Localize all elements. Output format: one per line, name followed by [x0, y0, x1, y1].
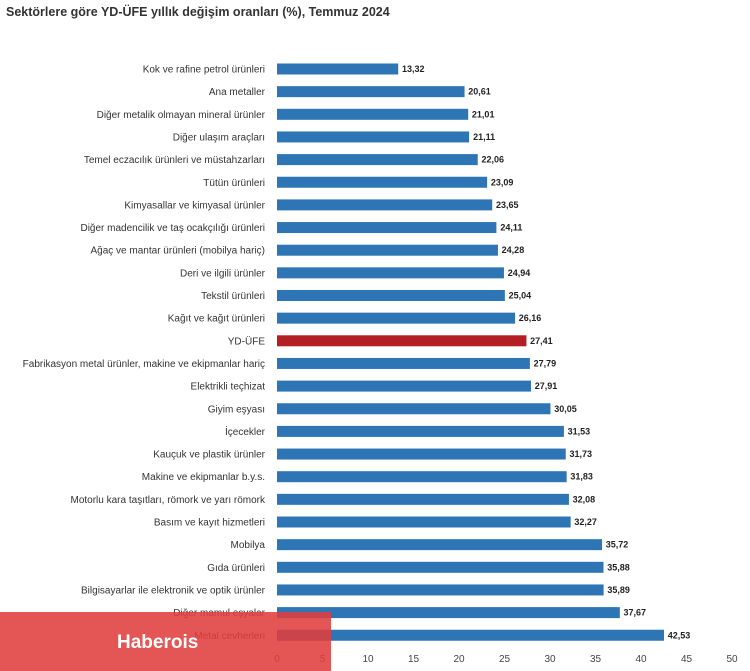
x-tick-label: 20: [453, 654, 465, 665]
bar: [277, 380, 531, 392]
bar: [277, 471, 567, 483]
bar: [277, 222, 497, 234]
value-label: 32,08: [573, 494, 596, 504]
bar-highlight: [277, 335, 527, 347]
bar: [277, 108, 469, 120]
watermark-text: Haberois: [117, 631, 199, 653]
value-label: 35,72: [606, 540, 629, 550]
x-tick-label: 50: [726, 654, 738, 665]
value-label: 24,28: [502, 245, 525, 255]
bar: [277, 357, 530, 369]
x-tick-label: 40: [635, 654, 647, 665]
value-label: 23,09: [491, 177, 514, 187]
bar: [277, 607, 620, 619]
chart-title: Sektörlere göre YD-ÜFE yıllık değişim or…: [6, 5, 390, 19]
bar: [277, 403, 551, 415]
value-label: 22,06: [481, 155, 504, 165]
value-label: 31,83: [570, 472, 593, 482]
bar: [277, 539, 603, 551]
category-label: Kok ve rafine petrol ürünleri: [143, 65, 265, 76]
value-label: 13,32: [402, 64, 425, 74]
value-label: 25,04: [509, 291, 532, 301]
value-label: 27,91: [535, 381, 558, 391]
bar: [277, 516, 571, 528]
x-tick-label: 45: [681, 654, 693, 665]
bar: [277, 86, 465, 98]
category-label: Motorlu kara taşıtları, römork ve yarı r…: [71, 495, 266, 506]
value-label: 42,53: [668, 630, 691, 640]
value-label: 35,88: [607, 562, 630, 572]
bar: [277, 561, 604, 573]
bar: [277, 63, 399, 75]
category-label: Fabrikasyon metal ürünler, makine ve eki…: [23, 359, 265, 370]
category-label: Diğer ulaşım araçları: [173, 132, 265, 143]
value-label: 26,16: [519, 313, 542, 323]
category-label: Deri ve ilgili ürünler: [180, 268, 266, 279]
value-label: 27,79: [534, 358, 557, 368]
category-label: Mobilya: [231, 540, 266, 551]
category-label: Gıda ürünleri: [207, 563, 265, 574]
bar: [277, 267, 504, 279]
category-label: Basım ve kayıt hizmetleri: [154, 518, 265, 529]
bar: [277, 154, 478, 166]
bar: [277, 290, 505, 301]
bar: [277, 425, 564, 437]
value-label: 21,11: [473, 132, 495, 142]
bar: [277, 312, 516, 324]
value-label: 30,05: [554, 404, 577, 414]
category-label: Elektrikli teçhizat: [191, 382, 266, 393]
value-label: 23,65: [496, 200, 519, 210]
category-label: Diğer metalik olmayan mineral ürünler: [97, 110, 266, 121]
watermark-banner: Haberois: [0, 612, 331, 671]
category-label: Kauçuk ve plastik ürünler: [153, 450, 265, 461]
value-label: 21,01: [472, 109, 495, 119]
category-label: Makine ve ekipmanlar b.y.s.: [142, 472, 265, 483]
category-label: Temel eczacılık ürünleri ve müstahzarlar…: [84, 155, 265, 166]
category-label: Tekstil ürünleri: [201, 291, 265, 302]
value-label: 24,11: [500, 223, 522, 233]
category-label: İçecekler: [225, 425, 266, 438]
bar: [277, 448, 566, 460]
bar: [277, 584, 604, 596]
bar: [277, 244, 498, 256]
category-label: Tütün ürünleri: [203, 178, 265, 189]
x-tick-label: 30: [544, 654, 556, 665]
category-label: Kimyasallar ve kimyasal ürünler: [124, 200, 265, 211]
bar: [277, 131, 470, 143]
bar: [277, 199, 493, 211]
x-tick-label: 15: [408, 654, 420, 665]
bar: [277, 493, 569, 505]
value-label: 37,67: [624, 608, 647, 618]
category-label: Ana metaller: [209, 87, 266, 98]
category-label: Ağaç ve mantar ürünleri (mobilya hariç): [90, 246, 265, 257]
bar: [277, 176, 488, 188]
category-label: YD-ÜFE: [228, 335, 266, 347]
x-tick-label: 10: [362, 654, 374, 665]
value-label: 27,41: [530, 336, 553, 346]
value-label: 20,61: [468, 87, 491, 97]
category-label: Diğer madencilik ve taş ocakçılığı ürünl…: [80, 223, 265, 234]
category-label: Kağıt ve kağıt ürünleri: [168, 314, 265, 325]
category-label: Bilgisayarlar ile elektronik ve optik ür…: [81, 585, 266, 596]
category-label: Giyim eşyası: [208, 404, 265, 415]
value-label: 35,89: [607, 585, 630, 595]
x-tick-label: 25: [499, 654, 511, 665]
value-label: 31,53: [568, 426, 591, 436]
x-tick-label: 35: [590, 654, 602, 665]
value-label: 31,73: [569, 449, 592, 459]
value-label: 24,94: [508, 268, 531, 278]
value-label: 32,27: [574, 517, 597, 527]
bar: [277, 629, 665, 641]
